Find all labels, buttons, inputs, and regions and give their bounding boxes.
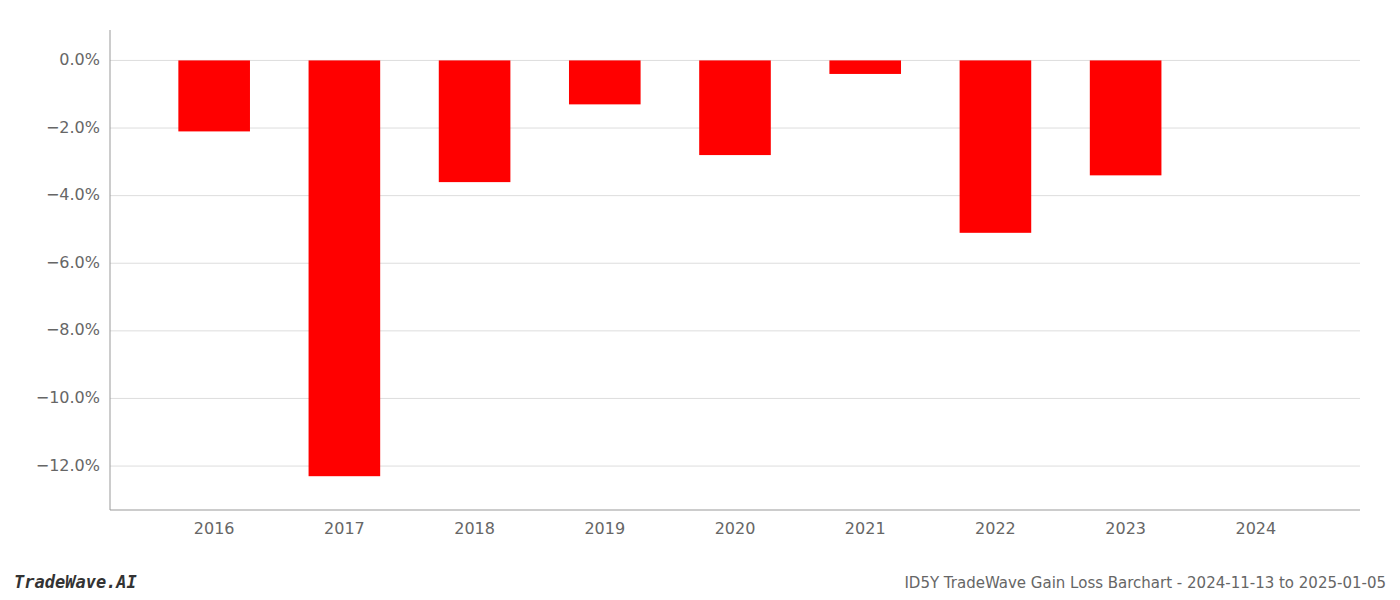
bar xyxy=(829,60,901,74)
y-tick-label: −12.0% xyxy=(36,456,100,475)
bar xyxy=(569,60,641,104)
bar xyxy=(699,60,771,155)
x-axis-line xyxy=(110,510,1360,511)
grid-line xyxy=(110,195,1360,196)
x-tick-label: 2024 xyxy=(1235,519,1276,538)
x-tick-label: 2017 xyxy=(324,519,365,538)
y-tick-label: −8.0% xyxy=(46,320,100,339)
chart-svg: 0.0% −2.0% −4.0% −6.0% −8.0% −10.0% −12.0% 2016… xyxy=(0,0,1400,600)
x-tick-label: 2023 xyxy=(1105,519,1146,538)
x-tick-label: 2022 xyxy=(975,519,1016,538)
grid-line xyxy=(110,466,1360,467)
x-tick-label: 2016 xyxy=(194,519,235,538)
x-tick-label: 2018 xyxy=(454,519,495,538)
x-tick-label: 2019 xyxy=(584,519,625,538)
watermark: TradeWave.AI xyxy=(14,572,138,592)
y-tick-label: 0.0% xyxy=(59,50,100,69)
y-axis-line xyxy=(110,30,111,510)
bar xyxy=(1220,60,1292,61)
y-tick-label: −6.0% xyxy=(46,253,100,272)
y-tick-label: −2.0% xyxy=(46,118,100,137)
bars xyxy=(178,60,1161,476)
chart-container: 0.0% −2.0% −4.0% −6.0% −8.0% −10.0% −12.0% 2016… xyxy=(0,0,1400,600)
grid-line xyxy=(110,263,1360,264)
bar xyxy=(1090,60,1162,175)
grid xyxy=(110,60,1360,466)
bar xyxy=(309,60,381,476)
bar xyxy=(960,60,1032,232)
y-tick-label: −10.0% xyxy=(36,388,100,407)
x-tick-label: 2020 xyxy=(715,519,756,538)
x-tick-label: 2021 xyxy=(845,519,886,538)
grid-line xyxy=(110,330,1360,331)
bar xyxy=(178,60,250,131)
title: ID5Y TradeWave Gain Loss Barchart - 2024… xyxy=(904,574,1386,592)
y-tick-label: −4.0% xyxy=(46,185,100,204)
grid-line xyxy=(110,398,1360,399)
bar xyxy=(439,60,511,182)
